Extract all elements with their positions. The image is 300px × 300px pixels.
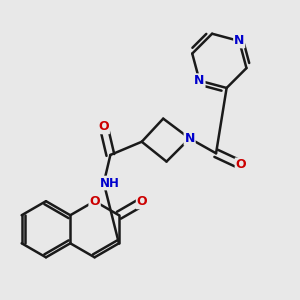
- Text: N: N: [194, 74, 205, 87]
- Text: O: O: [137, 195, 147, 208]
- Text: NH: NH: [100, 176, 120, 190]
- Text: N: N: [184, 132, 195, 145]
- Text: N: N: [234, 34, 244, 47]
- Text: O: O: [89, 195, 100, 208]
- Text: O: O: [98, 120, 109, 134]
- Text: O: O: [236, 158, 246, 171]
